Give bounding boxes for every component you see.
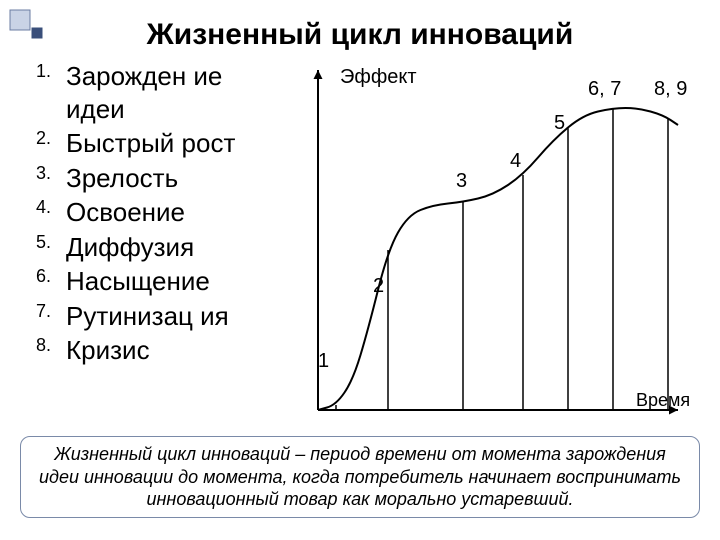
deco-small-square	[32, 28, 42, 38]
stage-number: 4.	[36, 196, 66, 219]
stage-number: 5.	[36, 231, 66, 254]
stage-label: Насыщение	[66, 265, 210, 298]
x-axis-label: Время	[636, 390, 690, 411]
caption-text: Жизненный цикл инноваций – период времен…	[39, 444, 681, 509]
stage-list-item: 1.Зарожден ие идеи	[36, 60, 278, 125]
stage-label: Рутинизац ия	[66, 300, 229, 333]
stage-list-item: 8.Кризис	[36, 334, 278, 367]
stage-marker-label: 8, 9	[654, 78, 687, 101]
stage-label: Освоение	[66, 196, 185, 229]
stage-list-item: 7.Рутинизац ия	[36, 300, 278, 333]
corner-decoration	[8, 8, 48, 53]
stage-marker-label: 6, 7	[588, 78, 621, 101]
stage-label: Зрелость	[66, 162, 178, 195]
stage-list-item: 6.Насыщение	[36, 265, 278, 298]
page-title: Жизненный цикл инноваций	[0, 0, 720, 60]
chart-svg	[278, 60, 698, 430]
stage-list: 1.Зарожден ие идеи2.Быстрый рост3.Зрелос…	[36, 60, 278, 367]
lifecycle-chart: 1 2 3 4 5 6, 7 8, 9 Эффект Время	[278, 60, 702, 430]
stage-number: 3.	[36, 162, 66, 185]
y-axis-arrow	[314, 70, 323, 79]
caption-box: Жизненный цикл инноваций – период времен…	[20, 436, 700, 518]
stage-label: Кризис	[66, 334, 150, 367]
stage-list-column: 1.Зарожден ие идеи2.Быстрый рост3.Зрелос…	[18, 60, 278, 430]
stage-marker-label: 4	[510, 150, 521, 173]
stage-marker-label: 1	[318, 350, 329, 373]
content-row: 1.Зарожден ие идеи2.Быстрый рост3.Зрелос…	[0, 60, 720, 430]
stage-number: 1.	[36, 60, 66, 83]
stage-list-item: 3.Зрелость	[36, 162, 278, 195]
stage-list-item: 5.Диффузия	[36, 231, 278, 264]
stage-marker-label: 2	[373, 275, 384, 298]
deco-big-square	[10, 10, 30, 30]
stage-marker-label: 3	[456, 170, 467, 193]
stage-list-item: 4.Освоение	[36, 196, 278, 229]
y-axis-label: Эффект	[340, 66, 417, 89]
stage-number: 6.	[36, 265, 66, 288]
stage-number: 7.	[36, 300, 66, 323]
stage-marker-label: 5	[554, 112, 565, 135]
lifecycle-curve	[318, 108, 678, 410]
stage-label: Зарожден ие идеи	[66, 60, 278, 125]
stage-number: 8.	[36, 334, 66, 357]
stage-number: 2.	[36, 127, 66, 150]
stage-label: Диффузия	[66, 231, 194, 264]
stage-list-item: 2.Быстрый рост	[36, 127, 278, 160]
stage-label: Быстрый рост	[66, 127, 235, 160]
